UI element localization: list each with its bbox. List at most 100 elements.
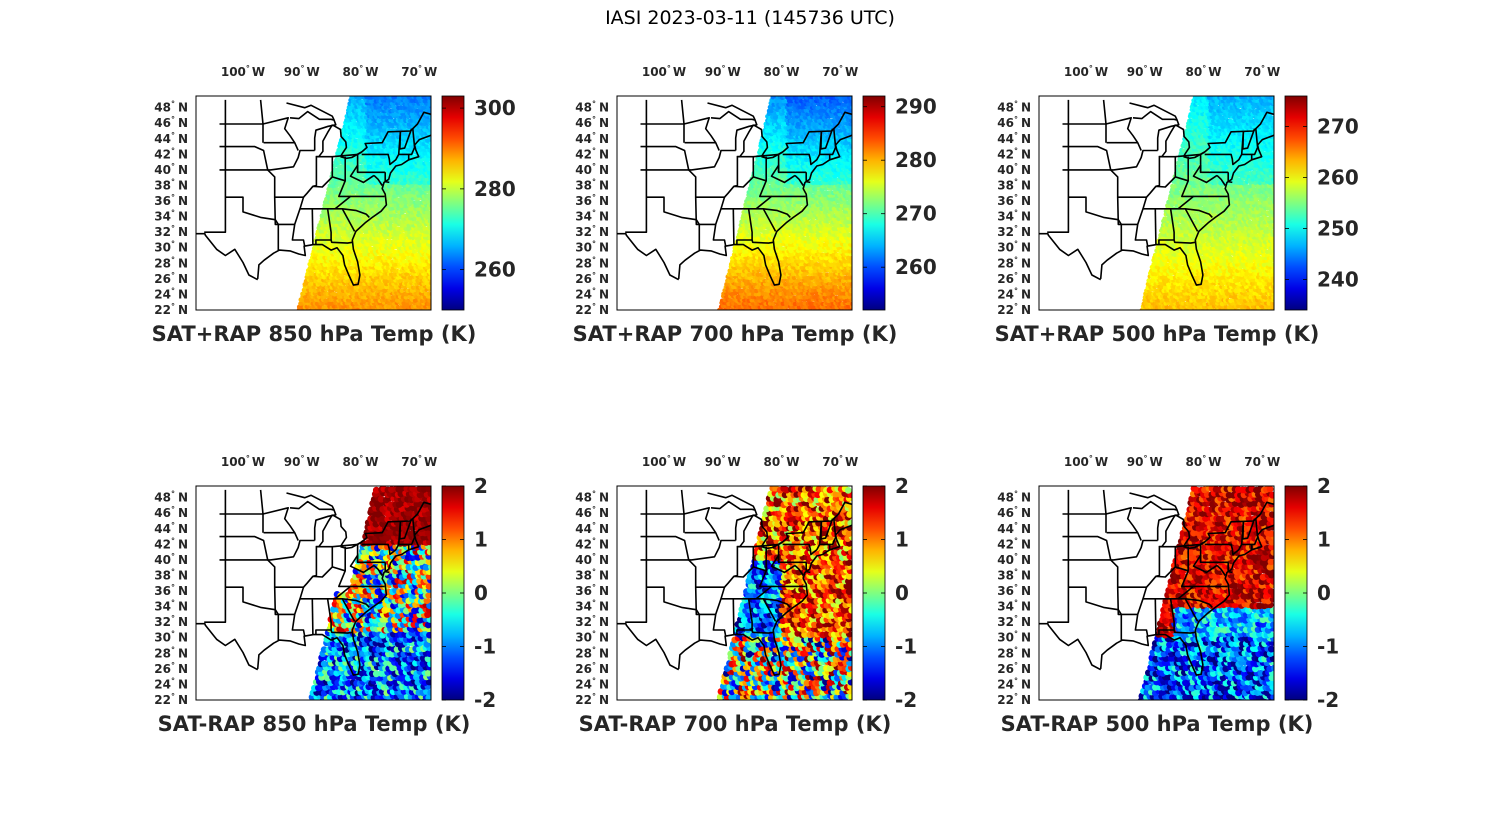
data-point xyxy=(357,311,362,316)
data-point xyxy=(790,310,795,315)
colorbar-tick-label: 300 xyxy=(474,96,516,120)
data-point xyxy=(806,311,811,316)
data-point xyxy=(397,310,402,315)
data-point xyxy=(825,311,830,316)
data-point xyxy=(301,311,306,316)
lat-tick-dir: N xyxy=(178,101,188,115)
state-border xyxy=(331,124,348,158)
data-point xyxy=(789,310,794,315)
data-point xyxy=(813,312,818,317)
lon-tick-label: 80° W xyxy=(343,64,379,79)
data-point xyxy=(751,311,756,316)
lat-tick-dir: N xyxy=(178,225,188,239)
state-border xyxy=(293,196,305,225)
data-point xyxy=(818,311,823,316)
data-point xyxy=(417,128,422,133)
data-point xyxy=(321,246,327,251)
data-point xyxy=(422,226,428,231)
data-point xyxy=(800,311,805,316)
data-point xyxy=(849,232,852,237)
data-point xyxy=(724,311,729,316)
data-point xyxy=(841,311,846,316)
data-point xyxy=(411,311,416,316)
state-border xyxy=(263,141,299,151)
data-point xyxy=(429,269,431,274)
data-point xyxy=(845,311,850,316)
data-point xyxy=(313,311,318,316)
lat-tick-label: 44° xyxy=(154,131,175,146)
data-point xyxy=(832,312,837,317)
lat-tick-label: 30° xyxy=(154,240,175,255)
data-point xyxy=(427,235,431,241)
lon-tick-label: 70° W xyxy=(401,64,437,79)
lat-tick-dir: N xyxy=(178,272,188,286)
data-point xyxy=(803,311,808,316)
data-point xyxy=(426,249,431,254)
data-point xyxy=(325,310,330,315)
data-point xyxy=(353,138,358,143)
data-point xyxy=(830,311,835,316)
state-border xyxy=(335,208,356,232)
coastline xyxy=(256,134,431,286)
data-point xyxy=(796,312,801,317)
data-point xyxy=(747,312,752,317)
state-border xyxy=(286,102,335,121)
data-point xyxy=(729,310,734,315)
data-point xyxy=(374,203,379,209)
data-point xyxy=(774,216,780,222)
data-point xyxy=(405,98,410,104)
lat-tick-label: 22° xyxy=(154,302,175,317)
data-point xyxy=(422,310,427,315)
state-border xyxy=(300,195,385,210)
state-border xyxy=(342,208,370,218)
data-point xyxy=(811,311,816,316)
data-point xyxy=(417,311,422,316)
lon-tick-label: 100° W xyxy=(221,64,265,79)
state-border xyxy=(316,124,333,158)
data-point xyxy=(400,246,406,251)
map-frame xyxy=(195,95,432,311)
map-panel: 100° W 90° W 80° W 70° W 48° N 46° N 44° N 42° N 40° N 38°… xyxy=(126,46,526,346)
data-point xyxy=(763,311,768,316)
data-point xyxy=(429,291,431,297)
data-point xyxy=(368,114,374,120)
data-point xyxy=(420,255,425,261)
data-point xyxy=(383,311,388,316)
data-point xyxy=(318,311,323,316)
lat-tick-dir: N xyxy=(178,163,188,177)
data-point xyxy=(794,311,799,316)
map-svg: 100° W 90° W 80° W 70° W48° N46° N44° N42° N40° N38°… xyxy=(573,64,937,346)
data-point xyxy=(414,311,419,316)
data-point xyxy=(428,193,431,199)
data-point xyxy=(322,311,327,316)
lat-tick-label: 26° xyxy=(154,271,175,286)
data-point xyxy=(416,200,422,205)
state-border xyxy=(311,208,314,245)
data-point xyxy=(753,311,758,316)
lat-tick-label: 32° xyxy=(154,224,175,239)
data-point xyxy=(368,310,373,315)
data-point xyxy=(404,311,409,316)
data-point xyxy=(311,311,316,316)
data-point xyxy=(849,281,852,287)
data-point xyxy=(372,311,377,316)
data-point xyxy=(848,216,852,222)
data-point xyxy=(792,301,798,307)
data-point xyxy=(303,311,308,316)
data-point xyxy=(426,180,431,185)
data-point xyxy=(843,310,848,315)
state-border xyxy=(361,111,431,153)
data-point xyxy=(850,268,852,274)
data-point xyxy=(771,311,776,316)
data-point xyxy=(736,248,742,254)
map-panel: 100° W 90° W 80° W 70° W 48° N 46° N 44° N 42° N 40° N 38°… xyxy=(547,46,947,346)
lat-tick-label: 24° xyxy=(154,286,175,301)
state-border xyxy=(340,151,363,160)
data-point xyxy=(407,311,412,316)
data-point xyxy=(387,310,392,315)
map-svg: 100° W 90° W 80° W 70° W48° N46° N44° N42° N40° N38°… xyxy=(152,64,516,346)
lat-tick-label: 48° xyxy=(154,100,175,115)
data-point xyxy=(427,99,431,104)
data-point xyxy=(374,310,379,315)
data-point xyxy=(394,258,400,264)
